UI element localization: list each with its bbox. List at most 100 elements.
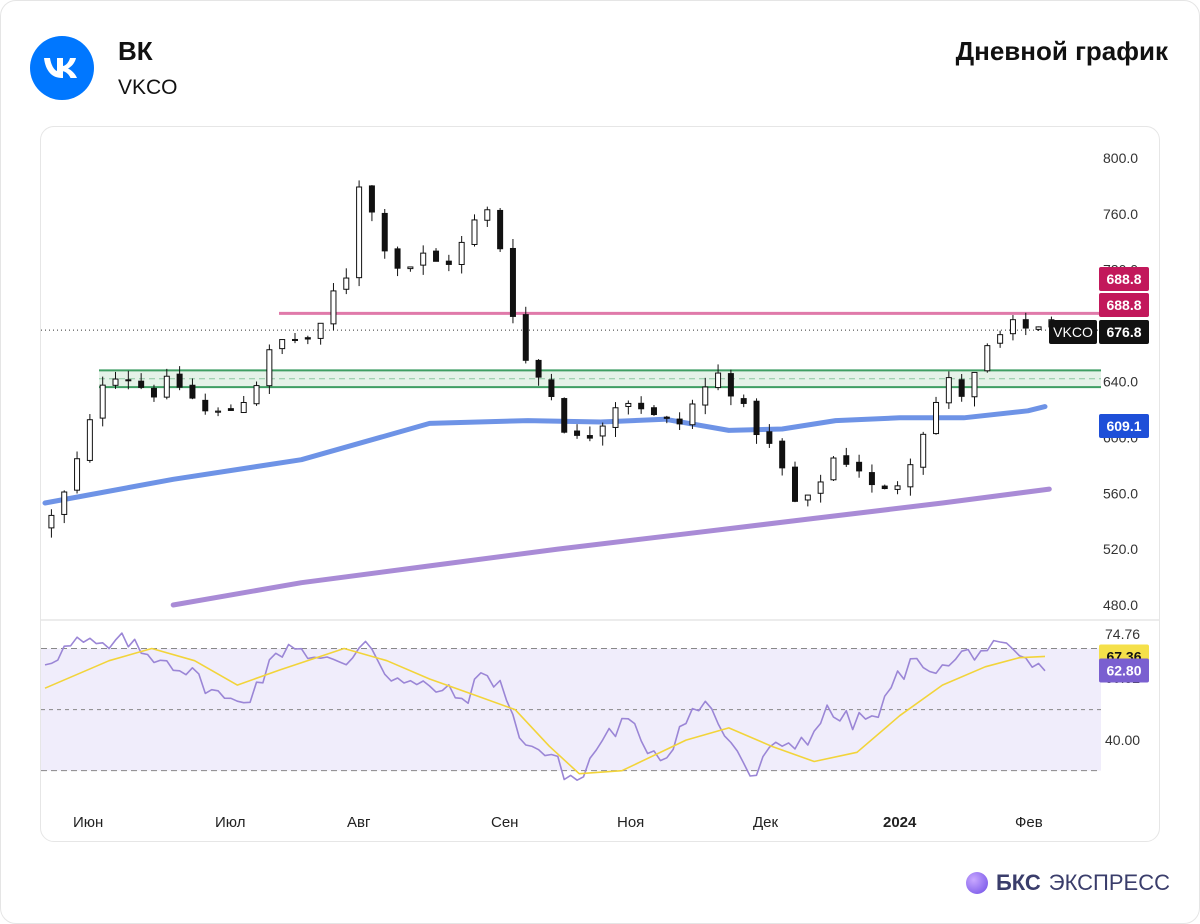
candle-body [625, 402, 632, 407]
candle-body [343, 277, 350, 290]
rsi-value-tag-value: 62.80 [1106, 662, 1141, 678]
candle-body [984, 345, 991, 372]
x-tick-label: Авг [347, 814, 371, 831]
candle-body [215, 410, 222, 413]
candle-body [74, 458, 81, 491]
candle-body [779, 440, 786, 469]
candle-body [292, 338, 298, 341]
price-tag: 688.8 [1099, 293, 1149, 317]
candle-body [240, 401, 247, 414]
candle-body [253, 385, 260, 405]
ma-medium-line [42, 404, 1048, 506]
candle-body [433, 250, 440, 262]
candle-body [317, 322, 324, 339]
candle-body [1022, 319, 1029, 329]
candle-body [368, 185, 375, 213]
rsi-tick-label: 74.76 [1105, 626, 1140, 642]
candle-body [933, 401, 940, 435]
price-tag-bg [1099, 414, 1149, 438]
candle-body [727, 373, 734, 397]
candle-body [227, 408, 234, 411]
candle-body [471, 219, 478, 245]
rsi-value-tag-bg [1099, 658, 1149, 683]
axes: 800.0760.0720.0680.0640.0600.0560.0520.0… [41, 150, 1159, 831]
price-tag: 609.1 [1099, 414, 1149, 438]
candle-body [535, 359, 542, 378]
y-tick-label: 760.0 [1103, 206, 1138, 222]
candle-body [612, 407, 619, 428]
candle-body [945, 377, 952, 404]
y-tick-label: 640.0 [1103, 373, 1138, 389]
price-tag-value: 676.8 [1106, 324, 1141, 340]
x-tick-label: Июн [73, 814, 103, 831]
candle-body [176, 373, 183, 388]
candle-body [112, 378, 119, 386]
candle-body [125, 379, 132, 382]
candle-body [86, 419, 93, 461]
y-tick-label: 560.0 [1103, 485, 1138, 501]
candle-body [804, 494, 811, 501]
candle-body [843, 455, 850, 465]
candle-body [138, 380, 145, 388]
candle-body [792, 466, 798, 502]
candle-body [407, 266, 414, 270]
candle-body [561, 398, 568, 433]
candle-body [894, 485, 901, 490]
candle-body [856, 461, 863, 472]
brand-name: ЭКСПРЕСС [1048, 870, 1170, 895]
x-tick-label: Ноя [617, 814, 644, 831]
candle-body [420, 252, 427, 266]
ma-long-line [170, 486, 1052, 608]
candle-body [599, 425, 606, 437]
candle-body [458, 241, 465, 265]
candle-body [279, 339, 286, 350]
candle-body [189, 384, 196, 399]
x-tick-label: Фев [1015, 814, 1043, 831]
candles [48, 180, 1055, 538]
price-tag-bg [1099, 293, 1149, 317]
vk-logo-icon [30, 36, 94, 100]
candle-body [381, 212, 388, 252]
candle-body [99, 384, 106, 419]
candle-body [48, 514, 55, 529]
candle-body [150, 387, 157, 398]
candle-body [663, 416, 670, 419]
candle-body [868, 472, 875, 486]
candle-body [740, 398, 747, 404]
candle-body [509, 247, 516, 317]
candle-body [394, 248, 401, 269]
candle-body [881, 485, 888, 490]
price-tag-value: 688.8 [1106, 297, 1141, 313]
candle-body [586, 435, 593, 439]
price-tag: 688.8 [1099, 267, 1149, 291]
candle-body [753, 400, 760, 436]
candle-body [638, 402, 645, 410]
candle-body [907, 464, 914, 488]
candle-body [702, 386, 709, 406]
rsi-signal-line [44, 647, 1046, 775]
rsi-tick-label: 40.00 [1105, 732, 1140, 748]
candle-body [958, 379, 965, 397]
brand-logo: БКС ЭКСПРЕСС [965, 870, 1170, 896]
x-tick-label: Сен [491, 814, 518, 831]
candle-body [676, 418, 683, 425]
price-tag-ticker-bg [1049, 320, 1097, 344]
price-chart: 800.0760.0720.0680.0640.0600.0560.0520.0… [41, 150, 1159, 831]
price-tag-bg [1099, 320, 1149, 344]
x-tick-label: Дек [753, 814, 779, 831]
rsi-pane [41, 632, 1101, 782]
candle-body [1009, 319, 1016, 335]
candle-body [1035, 326, 1042, 330]
ticker-label: VKCO [118, 76, 178, 99]
rsi-value-tag: 62.80 [1099, 658, 1149, 683]
candle-body [997, 334, 1004, 344]
company-name: ВК [118, 36, 153, 66]
candle-body [330, 290, 337, 325]
x-tick-label: Июл [215, 814, 245, 831]
candle-body [445, 260, 452, 265]
candle-body [522, 314, 529, 361]
x-tick-label: 2024 [883, 814, 917, 831]
y-tick-label: 800.0 [1103, 150, 1138, 166]
y-tick-label: 480.0 [1103, 597, 1138, 613]
price-tag-bg [1099, 267, 1149, 291]
